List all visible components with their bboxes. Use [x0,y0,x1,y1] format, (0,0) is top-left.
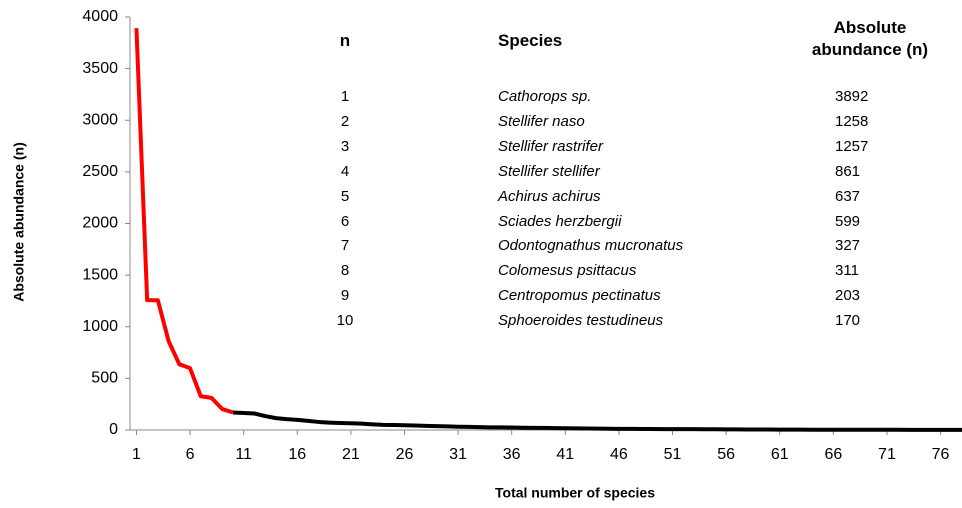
x-tick-label: 26 [396,446,414,463]
table-header: Absolute abundance (n) [811,18,929,59]
y-tick-label: 1500 [82,266,118,283]
x-axis-label: Total number of species [495,485,655,501]
y-tick-label: 4000 [82,8,118,25]
table-species: Achirus achirus [498,187,601,205]
table-abundance: 1257 [835,137,869,155]
table-species: Colomesus psittacus [498,262,637,280]
table-species: Sciades herzbergii [498,212,622,230]
x-tick-label: 16 [288,446,306,463]
x-tick-label: 36 [503,446,521,463]
x-tick-label: 41 [556,446,574,463]
y-tick-label: 500 [91,370,118,387]
table-rank: 3 [340,137,350,155]
y-tick-label: 1000 [82,318,118,335]
x-tick-label: 31 [449,446,467,463]
table-species: Stellifer stellifer [498,162,600,180]
table-abundance: 599 [835,212,861,230]
table-species: Stellifer naso [498,112,585,130]
y-axis-label: Absolute abundance (n) [11,142,27,301]
table-abundance: 861 [835,162,861,180]
table-species: Sphoeroides testudineus [498,312,664,330]
table-abundance: 1258 [835,112,869,130]
y-tick-label: 0 [109,421,118,438]
table-rank: 5 [340,187,350,205]
table-rank: 4 [340,162,350,180]
table-rank: 9 [340,287,350,305]
x-tick-label: 21 [342,446,360,463]
x-tick-label: 66 [824,446,842,463]
y-tick-label: 2000 [82,215,118,232]
x-tick-label: 51 [664,446,682,463]
x-tick-label: 46 [610,446,628,463]
x-tick-label: 61 [771,446,789,463]
table-rank: 2 [340,112,350,130]
table-rank: 6 [340,212,350,230]
table-species: Odontognathus mucronatus [498,237,684,255]
table-rank: 8 [340,262,350,280]
line-series [134,28,234,415]
table-header: Species [498,31,563,50]
x-tick-label: 1 [132,446,141,463]
table-rank: 7 [340,237,350,255]
table-rank: 1 [340,88,350,105]
y-tick-label: 3000 [82,111,118,128]
table-rank: 10 [336,312,354,330]
table-abundance: 637 [835,187,861,205]
x-tick-label: 71 [878,446,896,463]
y-tick-label: 3500 [82,60,118,77]
table-abundance: 327 [835,237,861,255]
x-tick-label: 76 [932,446,950,463]
x-tick-label: 56 [717,446,735,463]
table-species: Stellifer rastrifer [498,137,604,155]
x-tick-label: 11 [235,446,252,463]
table-abundance: 170 [835,312,861,330]
table-abundance: 203 [835,287,861,305]
table-species: Centropomus pectinatus [498,287,661,305]
table-header: n [339,31,351,50]
table-species: Cathorops sp. [498,88,592,105]
table-abundance: 3892 [835,88,869,105]
y-tick-label: 2500 [82,163,118,180]
x-tick-label: 6 [186,446,195,463]
table-abundance: 311 [835,262,859,280]
line-series [232,410,962,432]
